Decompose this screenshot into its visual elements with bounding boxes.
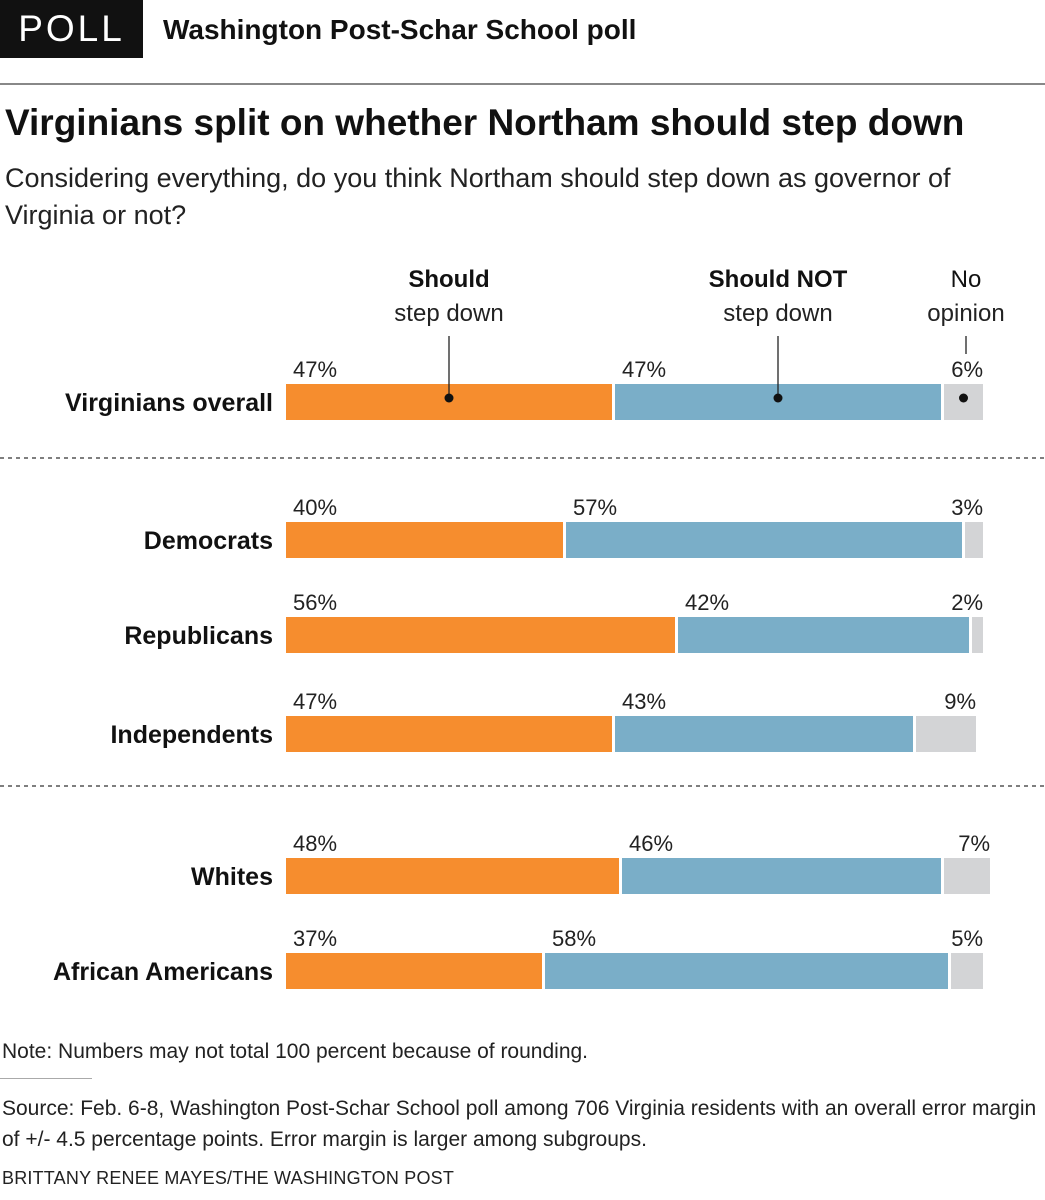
legend-dot-should-not	[773, 393, 783, 403]
chart-source: Source: Feb. 6-8, Washington Post-Schar …	[2, 1097, 1037, 1151]
row-label-democrats: Democrats	[144, 527, 273, 555]
chart-note: Note: Numbers may not total 100 percent …	[2, 1040, 589, 1063]
bar-should-not-republicans	[678, 617, 969, 653]
row-label-african-americans: African Americans	[53, 958, 273, 986]
value-label-no-opinion-independents: 9%	[944, 689, 976, 714]
value-label-no-opinion-democrats: 3%	[951, 495, 983, 520]
note-divider	[0, 1078, 92, 1079]
value-label-should-not-republicans: 42%	[685, 590, 729, 615]
legend-no-opinion-line1: No	[951, 266, 982, 293]
chart-credit: BRITTANY RENEE MAYES/THE WASHINGTON POST	[2, 1168, 455, 1188]
value-label-should-not-whites: 46%	[629, 831, 673, 856]
value-label-should-not-democrats: 57%	[573, 495, 617, 520]
bar-should-african-americans	[286, 953, 542, 989]
legend-should-line1: Should	[408, 266, 489, 293]
bar-should-not-democrats	[566, 522, 962, 558]
value-label-should-virginians-overall: 47%	[293, 357, 337, 382]
poll-badge: POLL	[0, 0, 143, 58]
value-label-should-not-virginians-overall: 47%	[622, 357, 666, 382]
bar-should-whites	[286, 858, 619, 894]
bar-should-independents	[286, 716, 612, 752]
value-label-should-not-independents: 43%	[622, 689, 666, 714]
stacked-bar-chart: Virginians overall 47% 47% 6% Democrats 40% 57…	[0, 266, 1045, 989]
row-label-virginians-overall: Virginians overall	[65, 389, 273, 417]
chart-subtitle: Considering everything, do you think Nor…	[5, 163, 951, 230]
bar-no-opinion-african-americans	[951, 953, 983, 989]
row-label-independents: Independents	[110, 721, 273, 749]
bar-no-opinion-republicans	[972, 617, 983, 653]
value-label-no-opinion-republicans: 2%	[951, 590, 983, 615]
value-label-should-independents: 47%	[293, 689, 337, 714]
bar-should-republicans	[286, 617, 675, 653]
value-label-no-opinion-virginians-overall: 6%	[951, 357, 983, 382]
bar-should-not-whites	[622, 858, 941, 894]
value-label-should-democrats: 40%	[293, 495, 337, 520]
value-label-should-whites: 48%	[293, 831, 337, 856]
value-label-no-opinion-african-americans: 5%	[951, 926, 983, 951]
legend-dot-no-opinion	[959, 393, 968, 403]
value-label-no-opinion-whites: 7%	[958, 831, 990, 856]
header-divider	[0, 83, 1045, 85]
row-label-whites: Whites	[191, 863, 273, 891]
bar-should-democrats	[286, 522, 563, 558]
value-label-should-african-americans: 37%	[293, 926, 337, 951]
legend-dot-should	[444, 393, 454, 403]
legend-no-opinion-line2: opinion	[927, 300, 1004, 327]
value-label-should-republicans: 56%	[293, 590, 337, 615]
chart-title: Virginians split on whether Northam shou…	[5, 102, 965, 143]
header-title: Washington Post-Schar School poll	[163, 14, 637, 45]
bar-should-not-independents	[615, 716, 913, 752]
row-label-republicans: Republicans	[124, 622, 273, 650]
bar-no-opinion-independents	[916, 716, 976, 752]
legend-should-not-line2: step down	[723, 300, 832, 327]
bar-no-opinion-whites	[944, 858, 990, 894]
bar-should-not-african-americans	[545, 953, 948, 989]
value-label-should-not-african-americans: 58%	[552, 926, 596, 951]
bar-no-opinion-democrats	[965, 522, 983, 558]
legend-should-not-line1: Should NOT	[709, 266, 848, 293]
legend-should-line2: step down	[394, 300, 503, 327]
